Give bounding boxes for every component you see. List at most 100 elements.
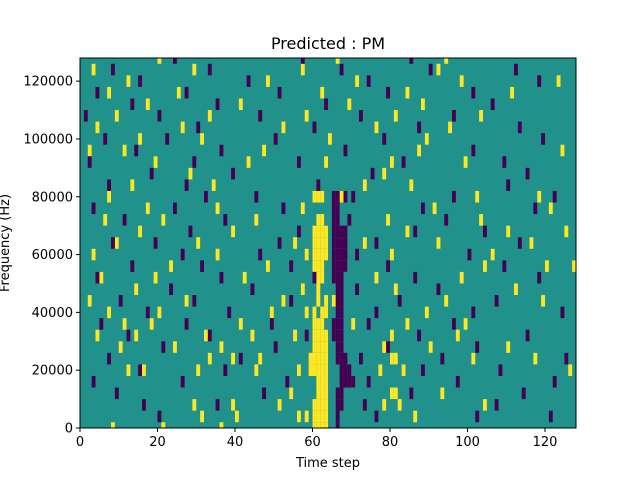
heatmap-cell-positive bbox=[134, 283, 139, 296]
heatmap-cell-negative bbox=[331, 318, 336, 330]
heatmap-cell-negative bbox=[316, 179, 321, 191]
heatmap-cell-negative bbox=[138, 364, 143, 376]
heatmap-cell-negative bbox=[149, 167, 154, 180]
heatmap-cell-positive bbox=[161, 422, 166, 428]
heatmap-cell-negative bbox=[273, 341, 278, 353]
heatmap-cell-negative bbox=[335, 295, 340, 307]
heatmap-cell-positive bbox=[448, 121, 453, 134]
heatmap-cell-positive bbox=[211, 179, 216, 191]
heatmap-cell-positive bbox=[324, 399, 329, 411]
heatmap-cell-negative bbox=[335, 422, 340, 428]
heatmap-cell-negative bbox=[335, 248, 340, 261]
heatmap-cell-positive bbox=[207, 110, 212, 122]
heatmap-cell-negative bbox=[440, 352, 445, 365]
heatmap-cell-negative bbox=[351, 375, 356, 388]
heatmap-cell-negative bbox=[207, 329, 212, 342]
heatmap-cell-positive bbox=[316, 375, 321, 388]
heatmap-cell-positive bbox=[351, 318, 356, 330]
heatmap-cell-negative bbox=[521, 387, 526, 400]
heatmap-cell-positive bbox=[196, 237, 201, 249]
heatmap-cell-positive bbox=[393, 387, 398, 400]
heatmap-cell-positive bbox=[269, 306, 274, 319]
heatmap-cell-positive bbox=[390, 156, 394, 168]
heatmap-cell-positive bbox=[316, 283, 321, 296]
y-tick-label: 100000 bbox=[23, 132, 73, 147]
heatmap-cell-positive bbox=[192, 399, 197, 411]
heatmap-cell-positive bbox=[320, 399, 325, 411]
heatmap-cell-positive bbox=[312, 352, 317, 365]
heatmap-cell-positive bbox=[200, 410, 205, 423]
heatmap-cell-positive bbox=[99, 271, 104, 284]
heatmap-cell-positive bbox=[107, 86, 112, 99]
heatmap-cell-positive bbox=[390, 387, 394, 400]
heatmap-cell-negative bbox=[347, 375, 352, 388]
heatmap-cell-positive bbox=[548, 202, 553, 215]
heatmap-cell-negative bbox=[331, 271, 336, 284]
heatmap-cell-positive bbox=[161, 214, 166, 226]
heatmap-cell-positive bbox=[312, 306, 317, 319]
heatmap-cell-positive bbox=[479, 214, 484, 226]
heatmap-cell-negative bbox=[335, 318, 340, 330]
heatmap-cell-negative bbox=[184, 86, 189, 99]
heatmap-cell-negative bbox=[207, 63, 212, 76]
heatmap-cell-negative bbox=[374, 410, 379, 423]
heatmap-cell-negative bbox=[335, 329, 340, 342]
heatmap-cell-positive bbox=[316, 364, 321, 376]
heatmap-cell-positive bbox=[444, 58, 449, 64]
heatmap-cell-positive bbox=[444, 295, 449, 307]
heatmap-cell-negative bbox=[475, 341, 480, 353]
heatmap-cell-positive bbox=[483, 260, 487, 272]
heatmap-cell-positive bbox=[91, 248, 96, 261]
heatmap-cell-positive bbox=[324, 225, 329, 238]
heatmap-cell-positive bbox=[281, 295, 286, 307]
heatmap-cell-positive bbox=[107, 190, 112, 203]
heatmap-cell-negative bbox=[525, 167, 530, 180]
heatmap-cell-negative bbox=[180, 375, 185, 388]
heatmap-cell-negative bbox=[533, 202, 538, 215]
heatmap-cell-negative bbox=[343, 237, 348, 249]
heatmap-cell-positive bbox=[320, 86, 325, 99]
heatmap-cell-positive bbox=[324, 156, 329, 168]
heatmap-cell-positive bbox=[506, 341, 511, 353]
heatmap-cell-positive bbox=[316, 399, 321, 411]
heatmap-cell-positive bbox=[312, 329, 317, 342]
heatmap-cell-positive bbox=[312, 422, 317, 428]
heatmap-cell-positive bbox=[320, 214, 325, 226]
heatmap-cell-negative bbox=[401, 156, 406, 168]
heatmap-cell-positive bbox=[246, 156, 251, 168]
heatmap-cell-negative bbox=[165, 133, 170, 145]
heatmap-cell-positive bbox=[572, 260, 577, 272]
heatmap-cell-negative bbox=[514, 63, 518, 76]
heatmap-cell-negative bbox=[111, 237, 115, 249]
heatmap-cell-positive bbox=[324, 422, 329, 428]
heatmap-cell-negative bbox=[335, 271, 340, 284]
heatmap-cell-positive bbox=[312, 190, 317, 203]
heatmap-cell-positive bbox=[405, 318, 410, 330]
heatmap-cell-negative bbox=[366, 375, 371, 388]
heatmap-cell-positive bbox=[436, 63, 441, 76]
heatmap-cell-negative bbox=[254, 190, 259, 203]
heatmap-cell-positive bbox=[215, 248, 220, 261]
heatmap-cell-negative bbox=[339, 237, 344, 249]
heatmap-cell-positive bbox=[479, 110, 484, 122]
heatmap-cell-positive bbox=[316, 295, 321, 307]
heatmap-cell-negative bbox=[502, 260, 507, 272]
y-tick-label: 20000 bbox=[32, 364, 73, 379]
heatmap-cell-negative bbox=[269, 318, 274, 330]
heatmap-cell-positive bbox=[320, 410, 325, 423]
heatmap-cell-positive bbox=[312, 341, 317, 353]
y-axis-label: Frequency (Hz) bbox=[0, 194, 13, 292]
heatmap-cell-positive bbox=[316, 352, 321, 365]
heatmap-cell-negative bbox=[180, 248, 185, 261]
heatmap-cell-positive bbox=[176, 86, 181, 99]
heatmap-cell-negative bbox=[374, 306, 379, 319]
heatmap-cell-negative bbox=[483, 225, 487, 238]
heatmap-cell-positive bbox=[207, 352, 212, 365]
heatmap-positive-cells bbox=[87, 58, 577, 428]
heatmap-cell-positive bbox=[180, 121, 185, 134]
heatmap-cell-negative bbox=[494, 399, 499, 411]
x-tick-label: 20 bbox=[149, 435, 166, 450]
heatmap-cell-positive bbox=[463, 318, 468, 330]
heatmap-cell-positive bbox=[95, 121, 100, 134]
heatmap-cell-positive bbox=[471, 352, 476, 365]
